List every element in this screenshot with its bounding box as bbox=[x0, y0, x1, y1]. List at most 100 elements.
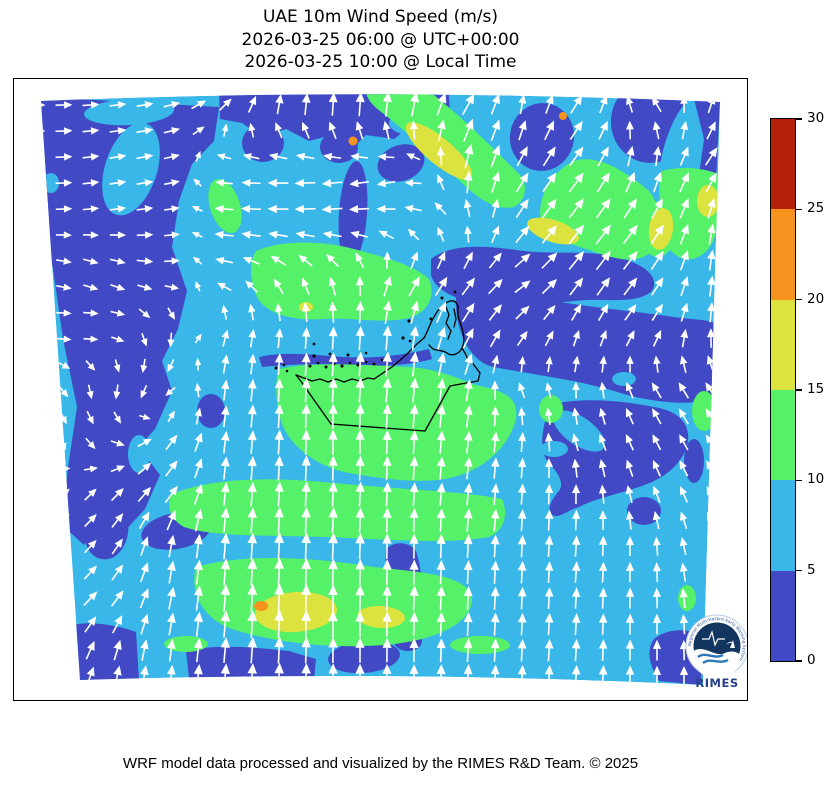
wind-arrow bbox=[274, 378, 284, 402]
wind-arrow bbox=[220, 532, 231, 560]
wind-arrow bbox=[463, 198, 472, 218]
wind-arrow bbox=[41, 231, 45, 239]
wind-arrow bbox=[321, 205, 343, 214]
wind-arrow bbox=[436, 146, 445, 166]
wind-arrow bbox=[597, 146, 609, 167]
wind-arrow bbox=[598, 639, 608, 662]
wind-arrow bbox=[625, 639, 635, 661]
wind-arrow bbox=[625, 459, 634, 477]
wind-arrow bbox=[355, 455, 365, 481]
wind-arrow bbox=[138, 308, 151, 319]
wind-arrow bbox=[490, 560, 500, 584]
wind-arrow bbox=[542, 146, 556, 167]
colorbar-tick bbox=[796, 660, 802, 662]
wind-arrow bbox=[247, 532, 258, 560]
colorbar-segment bbox=[771, 570, 795, 661]
wind-arrow bbox=[274, 352, 284, 376]
wind-arrow bbox=[192, 126, 205, 136]
wind-arrow bbox=[541, 225, 557, 244]
wind-arrow bbox=[680, 328, 689, 348]
wind-arrow bbox=[680, 302, 689, 322]
wind-arrow bbox=[489, 329, 501, 348]
colorbar-segment bbox=[771, 479, 795, 571]
wind-arrow bbox=[56, 591, 71, 606]
wind-arrow bbox=[164, 283, 180, 291]
wind-arrow bbox=[436, 251, 446, 270]
wind-arrow bbox=[598, 120, 608, 140]
wind-arrow bbox=[653, 146, 662, 167]
wind-arrow bbox=[301, 532, 311, 560]
wind-arrow bbox=[625, 561, 635, 583]
wind-arrow bbox=[598, 484, 607, 504]
wind-arrow bbox=[194, 357, 202, 371]
wind-arrow bbox=[247, 507, 257, 534]
wind-arrow bbox=[301, 377, 311, 403]
wind-arrow bbox=[679, 562, 688, 582]
wind-arrow bbox=[221, 354, 230, 374]
wind-arrow bbox=[462, 328, 474, 349]
rimes-logo-text: RIMES bbox=[695, 676, 738, 690]
wind-arrow bbox=[568, 172, 584, 193]
wind-arrow bbox=[328, 121, 337, 140]
wind-vector-field bbox=[31, 94, 718, 685]
wind-arrow bbox=[680, 120, 689, 140]
wind-arrow bbox=[328, 481, 338, 507]
wind-arrow bbox=[248, 303, 256, 321]
wind-arrow bbox=[220, 482, 230, 507]
wind-arrow bbox=[268, 152, 288, 161]
wind-arrow bbox=[111, 335, 125, 343]
wind-arrow bbox=[165, 460, 178, 477]
wind-arrow bbox=[41, 153, 46, 161]
wind-arrow bbox=[167, 332, 175, 348]
wind-arrow bbox=[679, 536, 688, 556]
wind-arrow bbox=[194, 333, 202, 344]
wind-arrow bbox=[463, 170, 473, 194]
wind-arrow bbox=[275, 94, 284, 115]
wind-arrow bbox=[598, 433, 607, 451]
wind-arrow bbox=[137, 462, 152, 475]
wind-arrow bbox=[82, 179, 100, 187]
wind-arrow bbox=[84, 488, 97, 501]
wind-arrow bbox=[461, 94, 475, 116]
wind-arrow bbox=[355, 611, 365, 638]
colorbar-tick-label: 20 bbox=[807, 290, 825, 307]
wind-arrow bbox=[217, 282, 232, 292]
wind-arrow bbox=[626, 145, 635, 167]
wind-arrow bbox=[247, 95, 257, 113]
wind-arrow bbox=[490, 534, 500, 558]
wind-arrow bbox=[652, 639, 662, 661]
wind-arrow bbox=[113, 411, 122, 424]
wind-arrow bbox=[488, 304, 502, 321]
wind-arrow bbox=[355, 532, 365, 560]
wind-arrow bbox=[382, 611, 392, 637]
wind-arrow bbox=[599, 381, 607, 399]
wind-arrow bbox=[404, 179, 422, 187]
wind-arrow bbox=[463, 586, 473, 611]
map-plot-area: Regional Multi-Hazard Early Warning Syst… bbox=[13, 78, 748, 701]
wind-arrow bbox=[464, 379, 473, 402]
wind-arrow bbox=[382, 585, 392, 611]
wind-arrow bbox=[514, 280, 531, 294]
chart-subtitle-local: 2026-03-25 10:00 @ Local Time bbox=[244, 52, 517, 72]
wind-arrow bbox=[83, 283, 99, 291]
wind-arrow bbox=[31, 410, 41, 423]
wind-arrow bbox=[167, 586, 176, 610]
wind-arrow bbox=[41, 514, 43, 527]
wind-arrow bbox=[41, 566, 43, 580]
wind-arrow bbox=[568, 198, 584, 219]
wind-arrow bbox=[355, 429, 365, 455]
wind-arrow bbox=[571, 303, 582, 321]
wind-arrow bbox=[376, 179, 396, 188]
wind-arrow bbox=[516, 146, 528, 167]
wind-arrow bbox=[355, 121, 364, 140]
island-dots bbox=[274, 290, 457, 373]
wind-arrow bbox=[409, 430, 419, 454]
wind-arrow bbox=[599, 94, 608, 114]
wind-arrow bbox=[82, 127, 100, 135]
wind-arrow bbox=[109, 231, 127, 239]
wind-arrow bbox=[350, 153, 368, 161]
wind-arrow bbox=[84, 616, 97, 633]
wind-arrow bbox=[166, 510, 176, 531]
wind-arrow bbox=[355, 637, 365, 663]
colorbar-tick bbox=[796, 118, 802, 120]
